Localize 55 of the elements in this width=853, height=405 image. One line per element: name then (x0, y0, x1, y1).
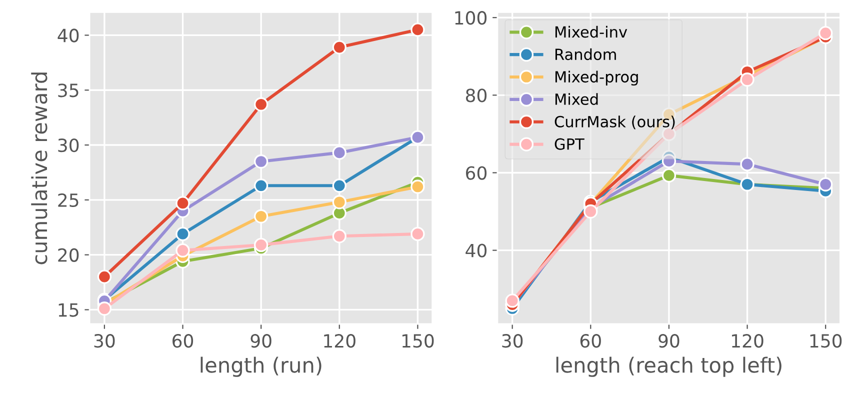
point (662, 154, 676, 168)
point (254, 178, 268, 193)
y-tick-label: 20 (58, 248, 79, 262)
legend-label: CurrMask (ours) (554, 116, 675, 130)
y-tick-label: 40 (466, 244, 487, 258)
point (332, 146, 346, 160)
x-axis-title: length (run) (200, 356, 322, 377)
legend-label: GPT (554, 138, 584, 150)
x-tick-label: 60 (580, 334, 601, 348)
y-tick-label: 80 (466, 88, 487, 102)
point (254, 97, 268, 112)
point (740, 72, 754, 87)
y-tick-label: 30 (58, 138, 79, 152)
y-tick-label: 35 (58, 84, 78, 98)
point (332, 178, 346, 193)
point (332, 229, 346, 244)
legend-label: Mixed-prog (555, 70, 638, 86)
point (410, 226, 425, 242)
point (662, 168, 676, 183)
x-tick-label: 90 (250, 334, 272, 348)
x-tick-label: 60 (172, 334, 194, 348)
legend-label: Mixed (555, 93, 598, 105)
point (176, 226, 190, 242)
x-tick-label: 90 (658, 334, 680, 348)
y-axis-title: cumulative reward (31, 72, 48, 264)
x-tick-label: 150 (810, 334, 842, 348)
point (410, 180, 425, 194)
point (740, 157, 754, 172)
x-tick-label: 30 (502, 334, 523, 348)
point (254, 238, 268, 252)
x-tick-label: 120 (324, 334, 356, 348)
x-tick-label: 150 (402, 334, 434, 348)
legend-label: Mixed-inv (555, 26, 628, 38)
point (505, 294, 520, 308)
legend-label: Random (555, 48, 616, 60)
point (97, 270, 112, 284)
x-axis-title: length (reach top left) (556, 356, 782, 377)
point (332, 40, 346, 54)
point (818, 177, 833, 192)
y-tick-label: 25 (58, 193, 78, 208)
point (332, 195, 346, 210)
point (97, 302, 112, 316)
x-tick-label: 30 (94, 334, 115, 348)
y-tick-label: 100 (455, 11, 487, 25)
x-tick-label: 120 (732, 334, 764, 348)
point (176, 196, 190, 210)
y-tick-label: 15 (58, 303, 78, 317)
y-tick-label: 60 (466, 166, 487, 180)
point (176, 243, 190, 258)
point (254, 209, 268, 224)
point (818, 26, 833, 40)
y-tick-label: 40 (58, 28, 79, 42)
point (410, 22, 425, 37)
point (254, 154, 268, 169)
point (584, 204, 598, 219)
